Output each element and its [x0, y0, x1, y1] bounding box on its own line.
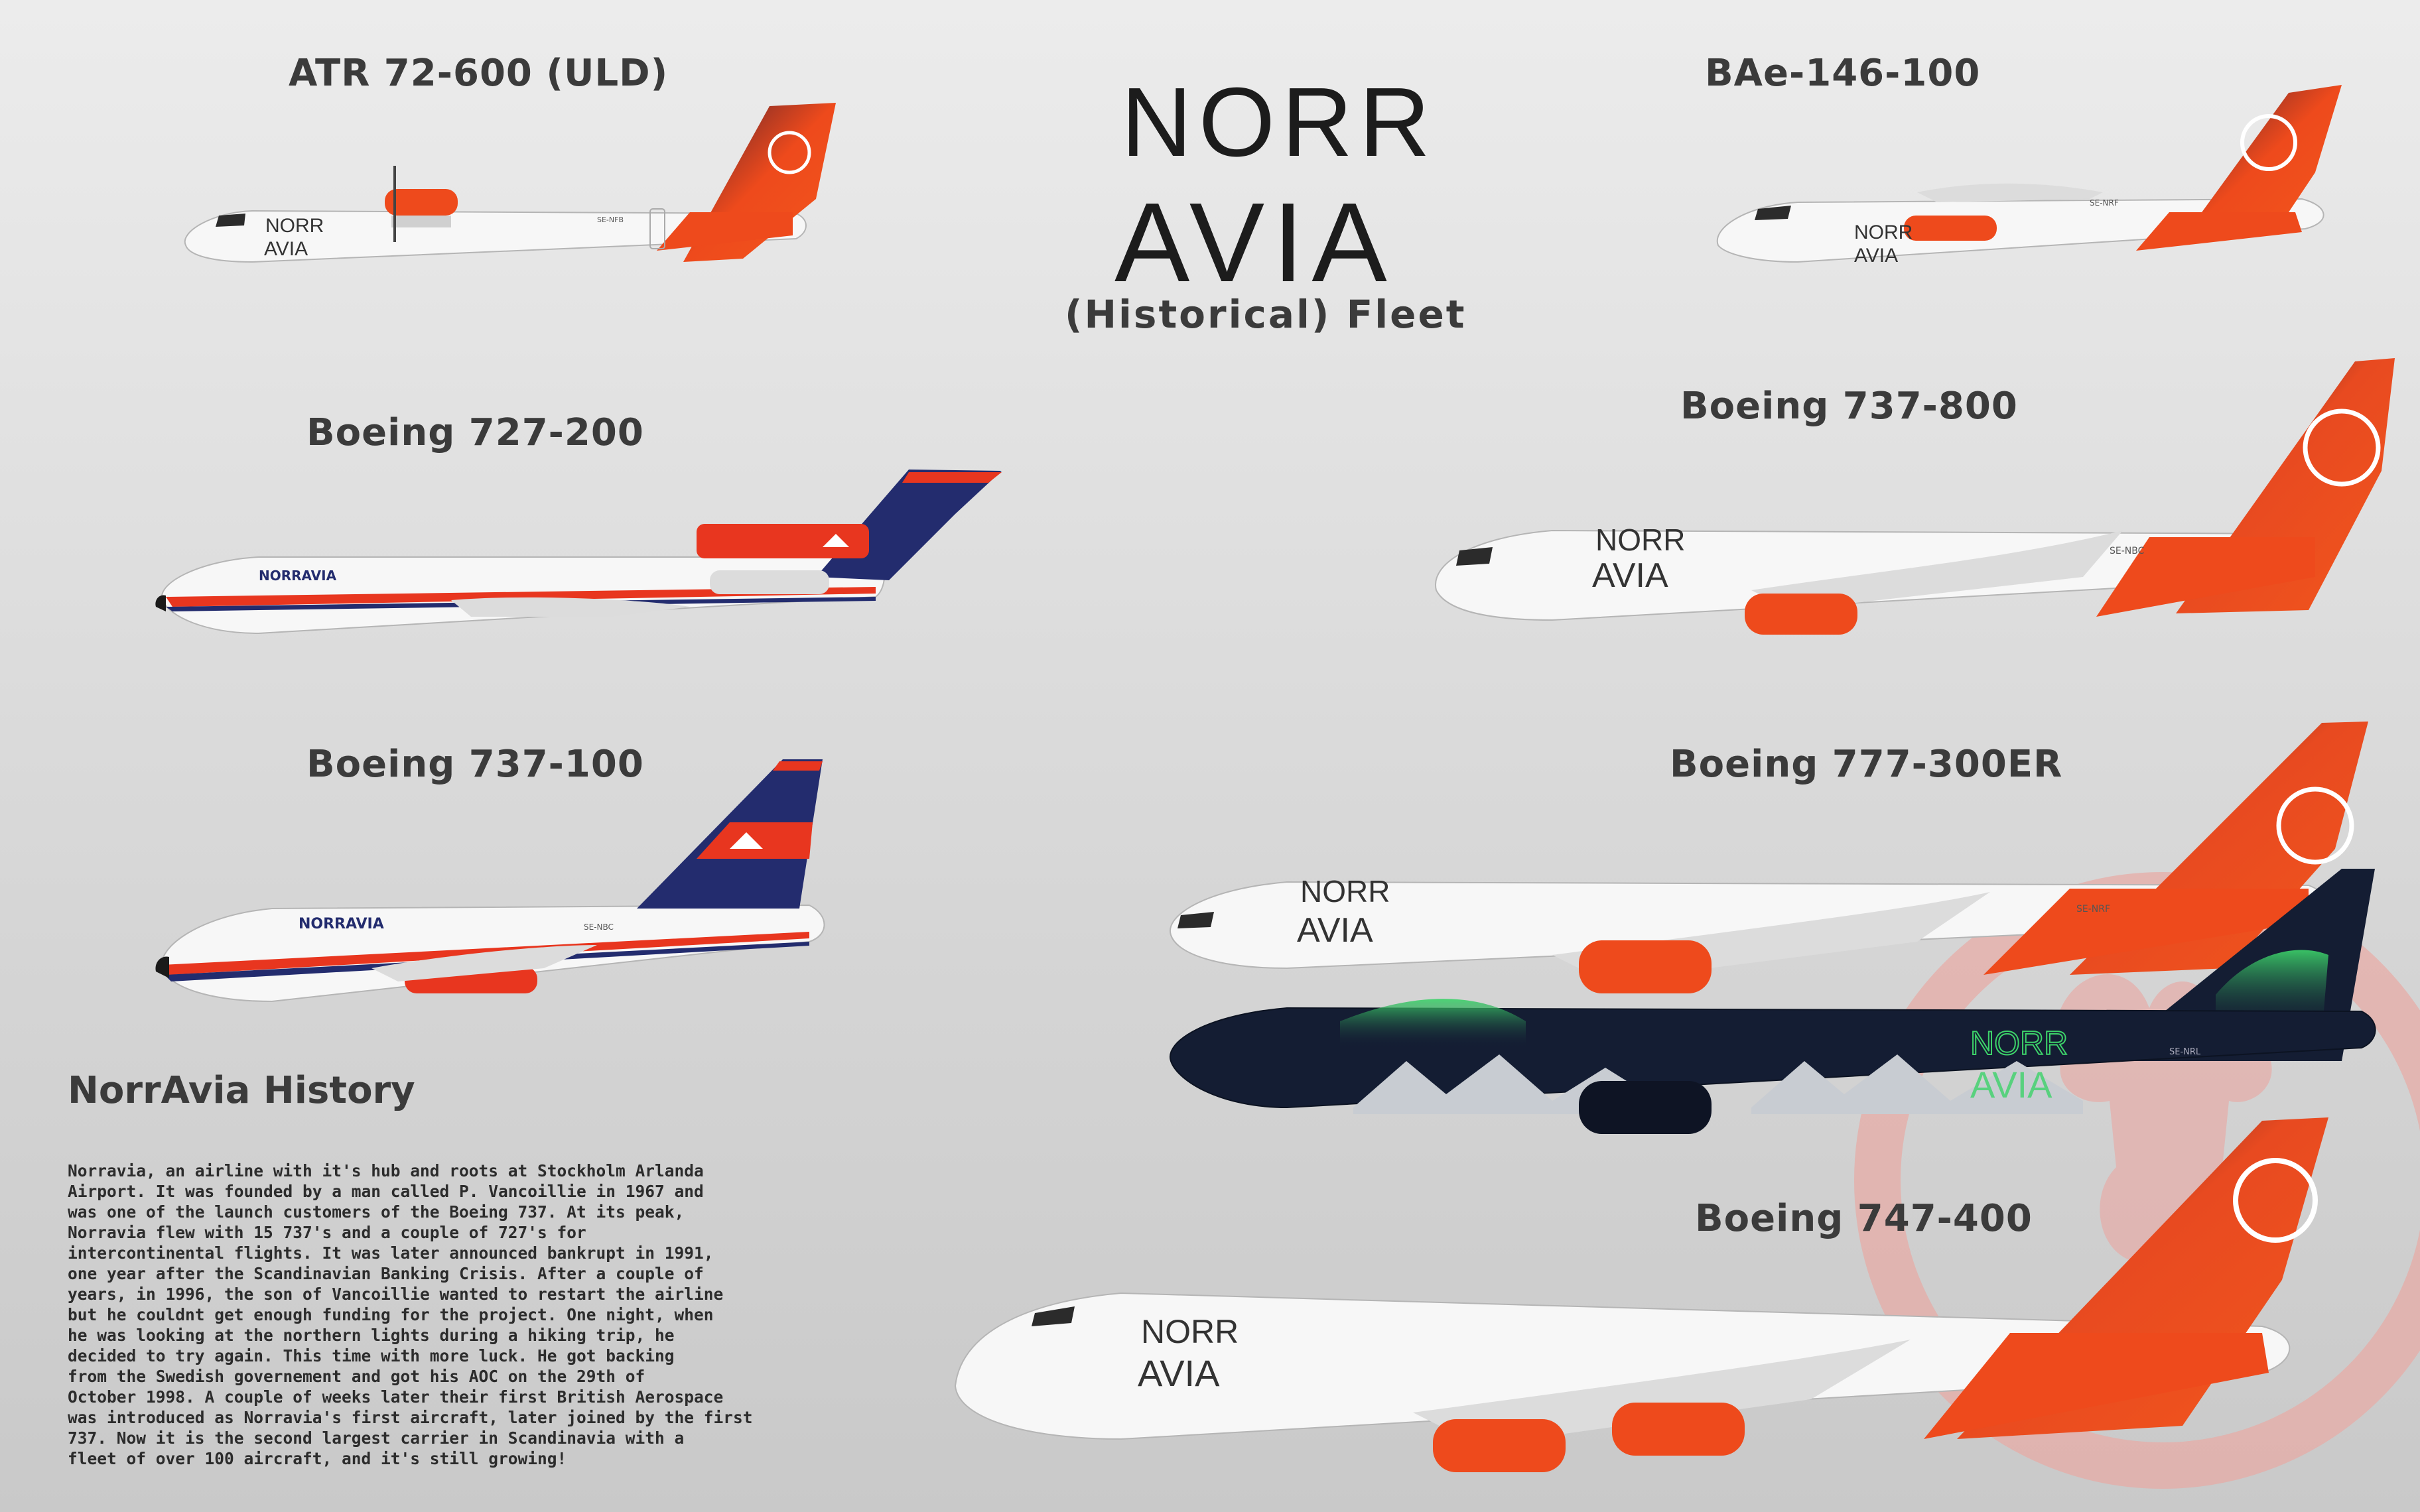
svg-text:NORRAVIA: NORRAVIA — [259, 568, 337, 584]
svg-text:SE-NRF: SE-NRF — [2090, 198, 2119, 208]
label-747: Boeing 747-400 — [1695, 1197, 2033, 1240]
aircraft-atr72: NORR AVIA SE-NFB — [184, 103, 836, 263]
svg-text:AVIA: AVIA — [1854, 245, 1898, 267]
svg-text:SE-NBC: SE-NBC — [2110, 546, 2145, 556]
label-bae146: BAe-146-100 — [1705, 52, 1981, 95]
aircraft-727: NORRAVIA — [155, 470, 1002, 635]
history-title: NorrAvia History — [68, 1069, 415, 1112]
logo-norr: NORR — [1121, 68, 1437, 177]
svg-text:NORR: NORR — [1300, 874, 1390, 909]
label-737-100: Boeing 737-100 — [306, 743, 644, 786]
svg-text:NORRAVIA: NORRAVIA — [299, 916, 384, 932]
svg-text:AVIA: AVIA — [1297, 911, 1373, 950]
svg-text:NORR: NORR — [1595, 523, 1685, 557]
svg-text:AVIA: AVIA — [1970, 1064, 2052, 1105]
label-atr: ATR 72-600 (ULD) — [289, 52, 669, 95]
svg-text:SE-NFB: SE-NFB — [597, 216, 624, 224]
svg-text:NORR: NORR — [1141, 1313, 1239, 1350]
svg-text:NORR: NORR — [1970, 1025, 2068, 1062]
history-body: Norravia, an airline with it's hub and r… — [68, 1161, 753, 1468]
aircraft-777-modern: NORR AVIA SE-NRF — [1170, 722, 2368, 993]
svg-text:NORR: NORR — [265, 215, 324, 237]
svg-text:SE-NBC: SE-NBC — [584, 922, 614, 932]
aircraft-777-aurora: NORR AVIA SE-NRL — [1170, 869, 2376, 1134]
logo-subtitle: (Historical) Fleet — [1065, 292, 1467, 337]
svg-text:NORR: NORR — [1854, 221, 1913, 243]
label-727: Boeing 727-200 — [306, 411, 644, 454]
svg-text:AVIA: AVIA — [264, 238, 308, 260]
aircraft-737-800: NORR AVIA SE-NBC — [1435, 358, 2395, 635]
svg-text:AVIA: AVIA — [1138, 1352, 1220, 1394]
label-737-800: Boeing 737-800 — [1680, 385, 2018, 428]
label-777: Boeing 777-300ER — [1670, 743, 2063, 786]
svg-text:AVIA: AVIA — [1592, 556, 1668, 595]
svg-text:SE-NRL: SE-NRL — [2169, 1047, 2201, 1057]
svg-text:SE-NRF: SE-NRF — [2076, 904, 2110, 914]
aircraft-737-100: NORRAVIA SE-NBC — [155, 759, 825, 1003]
aircraft-747: NORR AVIA — [954, 1117, 2328, 1472]
aircraft-bae146: NORR AVIA SE-NRF — [1716, 85, 2342, 267]
logo-avia: AVIA — [1114, 180, 1395, 306]
